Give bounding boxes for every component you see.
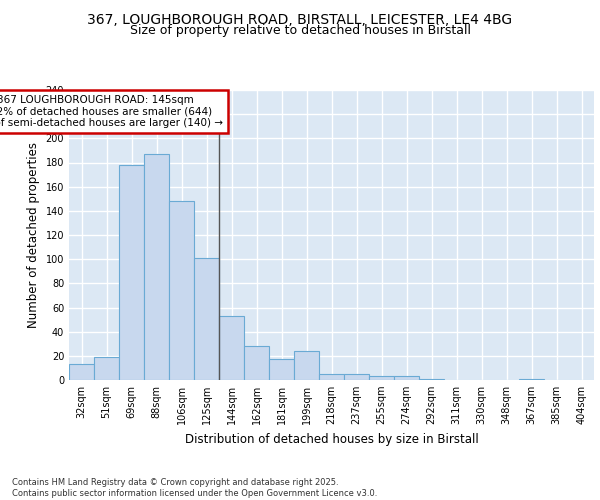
Bar: [369, 376, 394, 380]
Bar: [194, 258, 219, 380]
Bar: [169, 201, 194, 380]
Bar: [519, 379, 544, 380]
Bar: [269, 360, 294, 380]
X-axis label: Distribution of detached houses by size in Birstall: Distribution of detached houses by size …: [185, 432, 478, 446]
Text: 367, LOUGHBOROUGH ROAD, BIRSTALL, LEICESTER, LE4 4BG: 367, LOUGHBOROUGH ROAD, BIRSTALL, LEICES…: [88, 12, 512, 26]
Bar: [294, 351, 319, 380]
Bar: [94, 357, 119, 380]
Bar: [319, 374, 344, 380]
Bar: [244, 346, 269, 380]
Bar: [394, 376, 419, 380]
Bar: [344, 374, 369, 380]
Bar: [219, 316, 244, 380]
Bar: [419, 379, 444, 380]
Text: Size of property relative to detached houses in Birstall: Size of property relative to detached ho…: [130, 24, 470, 37]
Bar: [119, 165, 144, 380]
Bar: [144, 154, 169, 380]
Bar: [69, 364, 94, 380]
Text: 367 LOUGHBOROUGH ROAD: 145sqm
← 82% of detached houses are smaller (644)
18% of : 367 LOUGHBOROUGH ROAD: 145sqm ← 82% of d…: [0, 95, 223, 128]
Text: Contains HM Land Registry data © Crown copyright and database right 2025.
Contai: Contains HM Land Registry data © Crown c…: [12, 478, 377, 498]
Y-axis label: Number of detached properties: Number of detached properties: [27, 142, 40, 328]
